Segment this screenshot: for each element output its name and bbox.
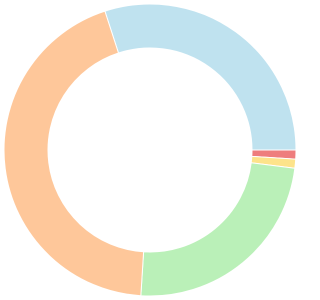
donut-slice [104,3,297,151]
donut-slice [140,162,296,297]
donut-slice [3,10,145,297]
chart [3,3,297,297]
